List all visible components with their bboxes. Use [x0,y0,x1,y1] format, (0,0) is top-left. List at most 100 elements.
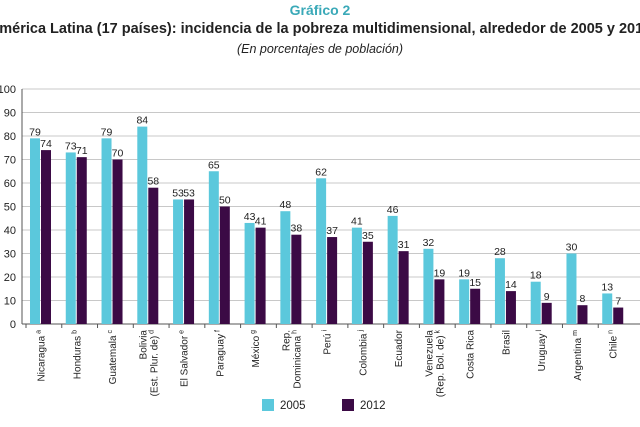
category-label-line: (Est. Plur. de) d [148,330,160,397]
category-footnote: k [434,330,441,336]
data-label-2005: 19 [458,267,470,279]
category-label-line: El Salvador e [179,330,191,387]
bar-2012 [148,187,159,324]
category-label: Paraguay f [214,330,226,377]
legend-swatch-2012 [342,399,354,411]
bar-2012 [505,291,516,324]
y-tick-label: 0 [10,319,16,331]
data-label-2005: 46 [387,204,399,216]
data-label-2005: 73 [65,140,77,152]
bar-2005 [173,199,184,324]
data-label-2005: 65 [208,159,220,171]
data-label-2005: 79 [101,126,113,138]
y-tick-label: 20 [4,272,16,284]
bar-2012 [398,251,409,324]
category-label: Ecuador [394,329,405,367]
data-label-2012: 58 [147,176,159,188]
bar-2012 [255,227,266,324]
bar-2012 [41,150,51,324]
category-footnote: j [357,330,364,334]
category-label-line: Colombia j [357,330,369,376]
category-label: Venezuela (Rep. Bol. de) k [424,330,446,398]
bar-2012 [291,234,302,324]
category-label-line: Nicaragua a [36,330,48,382]
chart-title: Gráfico 2 [289,2,351,18]
bar-2005 [101,138,112,324]
y-tick-label: 30 [4,249,16,261]
y-tick-label: 70 [4,155,16,167]
legend-label-2012: 2012 [360,400,386,412]
data-label-2012: 31 [398,239,410,251]
category-label: Rep. Dominicana h [281,330,303,389]
chart-unit: (En porcentajes de población) [236,42,404,56]
data-label-2005: 43 [244,211,256,223]
y-tick-label: 80 [4,131,16,143]
bar-2005 [280,211,291,324]
data-label-2012: 35 [362,230,374,242]
category-footnote: d [148,330,155,336]
bar-2012 [613,307,624,324]
bar-2005 [351,227,362,324]
category-label: México g [250,330,262,368]
bar-2005 [30,138,40,324]
bar-2005 [65,152,76,324]
category-footnote: i [322,330,329,334]
category-footnote: n [608,330,615,336]
data-label-2005: 28 [494,246,506,258]
category-label: Costa Rica [466,330,477,379]
bar-2012 [577,305,588,324]
category-label-line: Guatemala c [107,330,119,385]
bar-2012 [470,288,481,324]
data-label-2012: 15 [469,277,481,289]
bar-2005 [494,258,505,324]
y-tick-label: 40 [4,225,16,237]
category-label: Perú i [322,330,334,355]
bar-2005 [137,126,148,324]
data-label-2005: 41 [351,216,363,228]
category-footnote: m [572,330,579,338]
category-label: Chile n [608,330,620,359]
category-label: Brasil [501,330,512,355]
data-label-2012: 7 [615,296,621,308]
category-label-line: Perú i [322,330,334,355]
bar-2005 [459,279,470,324]
category-label-line: Honduras b [71,330,83,379]
data-label-2005: 62 [315,166,327,178]
legend-swatch-2005 [262,399,274,411]
data-label-2012: 9 [544,291,550,303]
data-label-2012: 8 [580,293,586,305]
data-label-2012: 53 [183,187,195,199]
bar-2012 [184,199,195,324]
bar-2005 [244,222,255,324]
category-label-line: Uruguay l [536,330,548,372]
bar-2012 [434,279,445,324]
data-label-2012: 71 [76,145,88,157]
category-label: Colombia j [357,330,369,376]
bar-2005 [602,293,613,324]
category-label-line: Bolivia [138,330,149,360]
bar-2012 [541,302,552,324]
y-tick-label: 100 [0,84,16,96]
category-label: Honduras b [71,330,83,379]
data-label-2005: 79 [29,126,41,138]
category-label-line: Paraguay f [214,330,226,377]
y-tick-label: 10 [4,296,16,308]
bar-2005 [208,171,219,324]
legend-label-2005: 2005 [280,400,306,412]
category-label: El Salvador e [179,330,191,387]
category-label-line: (Rep. Bol. de) k [434,330,446,398]
category-label-line: Costa Rica [466,330,477,379]
y-tick-label: 50 [4,202,16,214]
bar-2012 [76,157,87,324]
category-label: Guatemala c [107,330,119,385]
data-label-2005: 18 [530,270,542,282]
category-footnote: f [214,330,221,334]
category-label: Argentina m [572,330,584,381]
category-label-line: Venezuela [424,330,435,377]
y-tick-label: 90 [4,108,16,120]
category-footnote: b [71,330,78,336]
category-label-line: Brasil [501,330,512,355]
category-label-line: Rep. [281,330,292,351]
bar-2012 [362,241,373,324]
